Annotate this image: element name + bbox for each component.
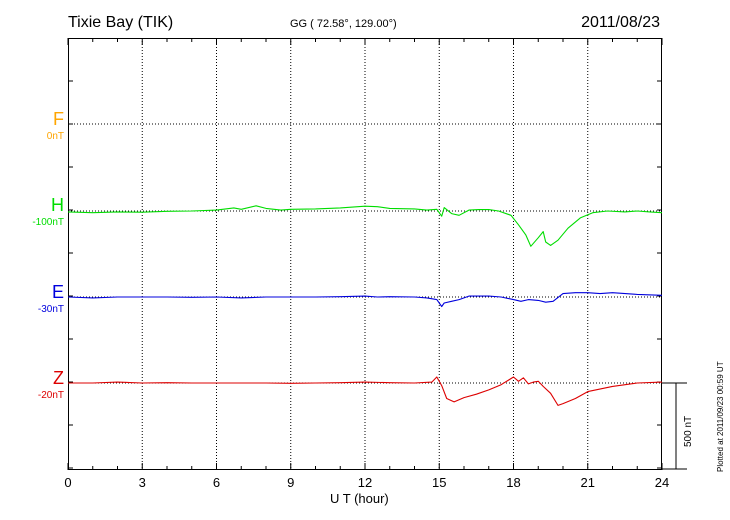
x-tick-label: 12 (357, 475, 373, 490)
component-offset-h: -100nT (32, 217, 64, 228)
component-offset-f: 0nT (46, 131, 64, 142)
component-letter-e: E (51, 282, 64, 302)
x-tick-label: 15 (432, 475, 447, 490)
component-offset-z: -20nT (37, 390, 64, 401)
plotted-timestamp: Plotted at 2011/09/23 00:59 UT (716, 361, 725, 472)
component-label-f: F 0nT (47, 110, 64, 143)
series-line-h (67, 205, 663, 247)
component-letter-h: H (51, 195, 64, 215)
x-tick-label: 21 (580, 475, 595, 490)
x-tick-label: 0 (64, 475, 72, 490)
x-tick-label: 18 (506, 475, 521, 490)
series-line-e (67, 292, 663, 308)
x-axis-label: U T (hour) (330, 491, 389, 506)
x-tick-label: 3 (138, 475, 146, 490)
component-letter-z: Z (53, 368, 64, 388)
plot-date: 2011/08/23 (581, 14, 660, 31)
x-tick-label: 6 (212, 475, 221, 490)
component-label-e: E -30nT (38, 283, 64, 316)
series-line-z (68, 376, 663, 406)
scale-bar-label: 500 nT (683, 415, 694, 447)
component-letter-f: F (53, 109, 64, 129)
component-offset-e: -30nT (37, 304, 64, 315)
component-label-h: H -100nT (32, 196, 64, 229)
x-tick-label: 24 (654, 475, 670, 490)
component-label-z: Z -20nT (38, 369, 64, 402)
station-coordinates: GG ( 72.58°, 129.00°) (290, 18, 397, 30)
station-title: Tixie Bay (TIK) (68, 14, 174, 31)
x-tick-label: 9 (287, 475, 295, 490)
